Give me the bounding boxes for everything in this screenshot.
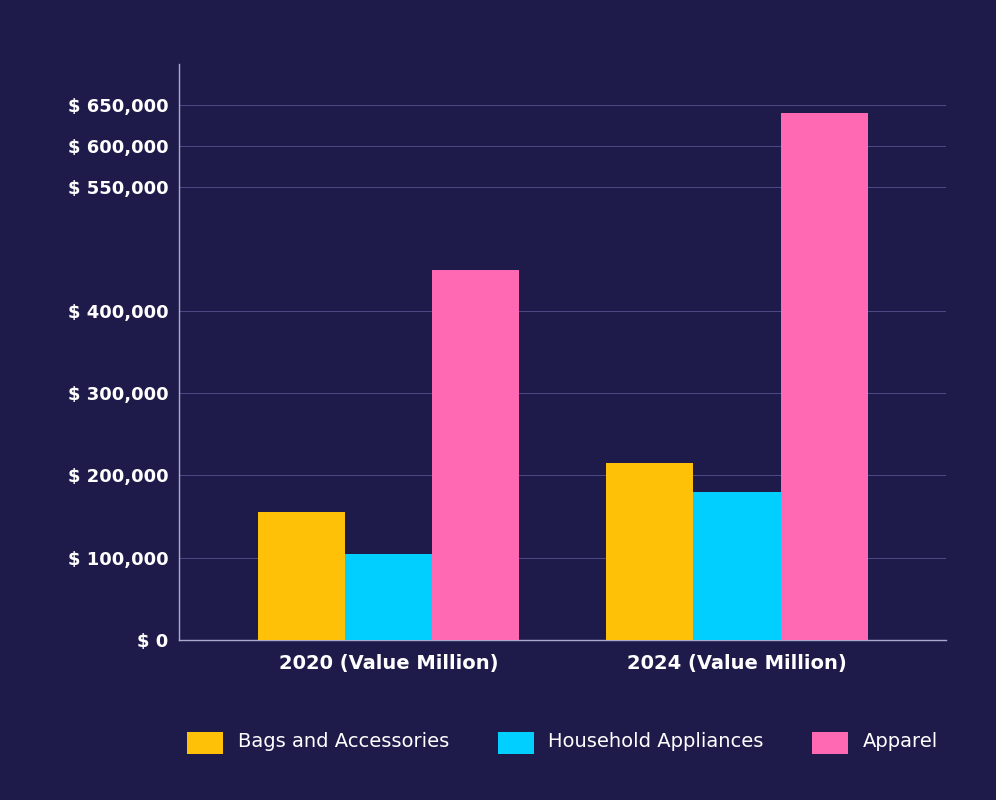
Bar: [345, 554, 432, 640]
Bar: [432, 270, 519, 640]
Bar: [693, 492, 781, 640]
Bar: [258, 513, 345, 640]
Legend: Bags and Accessories, Household Appliances, Apparel: Bags and Accessories, Household Applianc…: [179, 719, 946, 762]
Bar: [781, 114, 868, 640]
Bar: [607, 463, 693, 640]
